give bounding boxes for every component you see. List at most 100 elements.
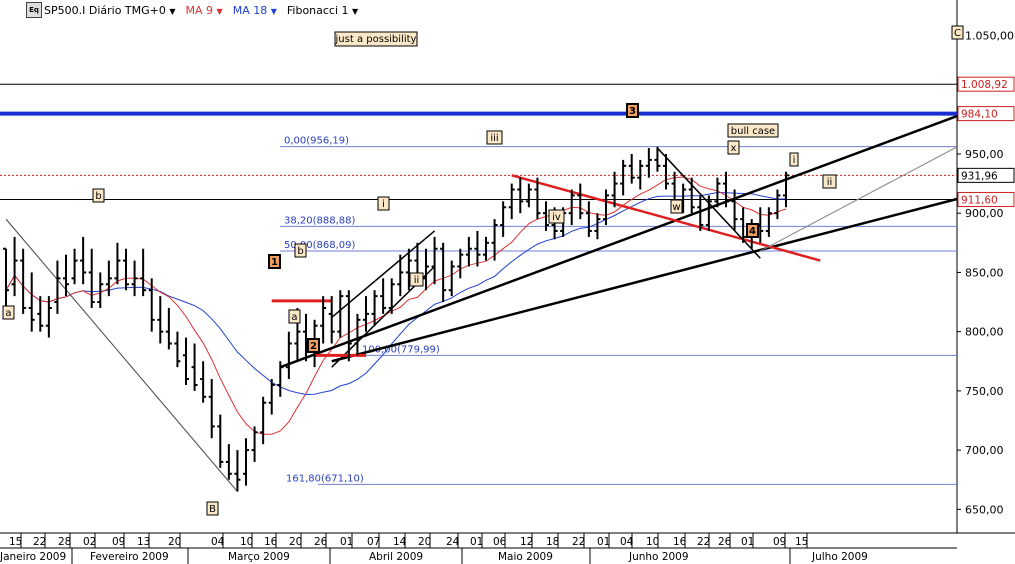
wave-label-box	[268, 254, 281, 269]
wave-label-box	[746, 223, 759, 238]
fibonacci-label: Fibonacci 1	[286, 3, 349, 17]
ohlc-bar	[783, 171, 789, 208]
wave-label-box	[2, 305, 15, 320]
x-month-label: Julho 2009	[811, 551, 868, 563]
y-tick-label: 700,00	[965, 444, 1004, 457]
y-axis-panel	[957, 0, 1015, 564]
x-tick-label: 28	[58, 536, 71, 548]
ohlc-bar	[620, 159, 627, 196]
ohlc-bar	[731, 189, 738, 231]
symbol-selector[interactable]: SP500.I Diário TMG+0 ▼	[44, 4, 176, 17]
chevron-down-icon: ▼	[216, 6, 223, 16]
ohlc-bar	[328, 296, 335, 344]
ma18-indicator[interactable]: MA 18 ▼	[233, 4, 277, 17]
ohlc-bar	[423, 248, 429, 291]
x-tick-label: 20	[289, 536, 302, 548]
wave-label: a	[5, 308, 11, 319]
ohlc-bar	[508, 183, 515, 220]
y-tick-label: 850,00	[965, 266, 1004, 279]
ohlc-bar	[320, 296, 327, 344]
wave-label: a	[291, 312, 297, 323]
ohlc-bar	[534, 177, 541, 220]
price-label-box	[957, 191, 1015, 207]
ohlc-bar	[285, 331, 292, 380]
x-tick-label: 10	[646, 536, 659, 548]
wave-label-box	[626, 103, 639, 118]
x-tick-label: 22	[572, 536, 585, 548]
fibonacci-level-label: 50,00(868,09)	[284, 240, 356, 251]
ohlc-bar	[637, 159, 644, 190]
y-tick-label: 950,00	[965, 148, 1004, 161]
x-tick-label: 15	[795, 536, 808, 548]
ohlc-bar	[217, 414, 224, 468]
x-tick-label: 15	[9, 536, 22, 548]
wave-label: 1	[271, 257, 278, 268]
wave-label: B	[209, 504, 216, 515]
ohlc-bar	[251, 426, 258, 462]
fibonacci-indicator[interactable]: Fibonacci 1 ▼	[287, 4, 358, 17]
price-label-box	[957, 76, 1015, 92]
y-tick-label: 800,00	[965, 326, 1004, 339]
fibonacci-level-label: 0,00(956,19)	[284, 136, 349, 147]
price-label: 911,60	[961, 194, 998, 206]
ohlc-bar	[594, 213, 601, 240]
ohlc-bar	[440, 242, 447, 303]
ohlc-bar	[448, 260, 455, 297]
wave-label-box	[822, 174, 837, 189]
y-tick-label: 900,00	[965, 207, 1004, 220]
ohlc-bar	[663, 153, 669, 190]
ohlc-bar	[200, 361, 207, 403]
x-tick-label: 04	[620, 536, 634, 548]
ohlc-bar	[191, 343, 198, 391]
wave-label-box	[294, 243, 307, 258]
ohlc-bar	[277, 361, 284, 397]
ohlc-bar	[714, 177, 721, 208]
price-label-box	[957, 167, 1015, 183]
wave-label-box	[206, 501, 219, 516]
ohlc-bar	[3, 247, 9, 308]
ohlc-bar	[765, 207, 772, 237]
chevron-down-icon: ▼	[169, 6, 176, 16]
y-tick-label: 1.050,00	[965, 30, 1014, 43]
wave-label-box	[670, 199, 683, 214]
x-tick-label: 13	[137, 536, 150, 548]
ohlc-bar	[54, 260, 61, 314]
ohlc-bars	[3, 146, 789, 492]
ohlc-bar	[697, 195, 704, 231]
ohlc-bar	[165, 307, 172, 350]
y-tick-label: 650,00	[965, 503, 1004, 516]
x-tick-label: 22	[33, 536, 46, 548]
fibonacci-level-label: 100,00(779,99)	[362, 344, 440, 355]
ohlc-bar	[645, 148, 652, 178]
ohlc-bar	[457, 248, 464, 279]
ohlc-bar	[268, 379, 275, 415]
x-tick-label: 12	[520, 536, 533, 548]
ohlc-bar	[543, 201, 549, 231]
price-label-box	[957, 106, 1015, 122]
x-month-label: Maio 2009	[498, 551, 553, 563]
x-tick-label: 22	[697, 536, 710, 548]
wave-label: just a possibility	[335, 34, 417, 45]
ohlc-bar	[45, 296, 52, 338]
ma18-label: MA 18	[232, 3, 268, 17]
wave-label: iv	[552, 212, 561, 223]
wave-label-box	[486, 130, 503, 145]
x-month-label: Abril 2009	[369, 551, 423, 563]
ma9-indicator[interactable]: MA 9 ▼	[186, 4, 223, 17]
ohlc-bar	[483, 236, 489, 261]
wave-label: ii	[827, 177, 833, 188]
ohlc-bar	[105, 260, 112, 297]
wave-label-box	[548, 209, 565, 224]
x-month-label: Fevereiro 2009	[90, 551, 169, 563]
ohlc-bar	[568, 189, 575, 226]
x-tick-label: 16	[264, 536, 278, 548]
x-tick-label: 09	[773, 536, 786, 548]
price-label: 931,96	[961, 170, 998, 182]
wave-label: bull case	[731, 126, 775, 137]
wave-label-box	[307, 338, 320, 353]
x-tick-label: 20	[168, 536, 181, 548]
wave-label-box	[727, 140, 740, 155]
ohlc-bar	[525, 183, 532, 208]
ohlc-bar	[63, 254, 69, 297]
